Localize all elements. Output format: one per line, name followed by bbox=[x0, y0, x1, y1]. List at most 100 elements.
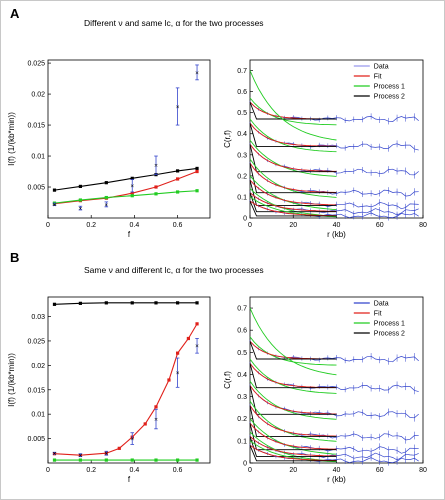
x-tick-label: 40 bbox=[333, 467, 341, 474]
y-tick-label: 0.3 bbox=[237, 152, 247, 159]
series-point bbox=[52, 302, 57, 306]
y-tick-label: 0.5 bbox=[237, 350, 247, 357]
fit-curve bbox=[249, 179, 337, 206]
x-axis-label: f bbox=[128, 475, 131, 484]
process-2-curve bbox=[249, 200, 337, 217]
x-axis-label: f bbox=[128, 230, 131, 239]
series-point bbox=[154, 301, 158, 305]
y-tick-label: 0.1 bbox=[237, 194, 247, 201]
series-point bbox=[176, 169, 180, 173]
fit-curve bbox=[249, 385, 337, 415]
y-tick-label: 0 bbox=[243, 461, 247, 468]
process-1-curve bbox=[249, 139, 337, 177]
process-1-curve bbox=[249, 358, 337, 394]
series-point bbox=[154, 185, 158, 189]
process-2-curve bbox=[249, 405, 337, 437]
series-point bbox=[176, 177, 180, 181]
data-point: × bbox=[104, 202, 108, 209]
series-point bbox=[104, 301, 108, 305]
process-2-curve bbox=[249, 192, 337, 213]
y-tick-label: 0 bbox=[243, 216, 247, 223]
y-axis-label: C(r,f) bbox=[223, 130, 232, 148]
y-tick-label: 0.7 bbox=[237, 68, 247, 75]
series-point bbox=[104, 195, 108, 200]
x-tick-label: 0.4 bbox=[130, 222, 140, 229]
series-point bbox=[154, 458, 158, 462]
series-point bbox=[143, 422, 147, 426]
x-tick-label: 0.2 bbox=[86, 467, 96, 474]
process-1-curve bbox=[249, 418, 337, 455]
data-point: × bbox=[154, 416, 158, 423]
series-point bbox=[117, 446, 121, 450]
x-tick-label: 60 bbox=[376, 467, 384, 474]
process-2-curve bbox=[249, 163, 337, 194]
x-tick-label: 0 bbox=[248, 467, 252, 474]
plot-frame bbox=[47, 59, 211, 219]
process-2-curve bbox=[249, 341, 337, 360]
series-point bbox=[154, 192, 158, 196]
series-point bbox=[52, 458, 57, 462]
process-1-curve bbox=[249, 380, 337, 420]
process-2-curve bbox=[249, 101, 337, 120]
series-point bbox=[130, 301, 134, 305]
data-point: × bbox=[130, 183, 134, 190]
data-point: × bbox=[79, 205, 83, 212]
y-tick-label: 0.6 bbox=[237, 328, 247, 335]
fit-curve bbox=[249, 192, 337, 212]
y-tick-label: 0.1 bbox=[237, 438, 247, 445]
y-tick-label: 0.015 bbox=[27, 123, 45, 130]
series-point bbox=[104, 458, 108, 462]
legend-label: Process 1 bbox=[374, 321, 405, 328]
legend-label: Fit bbox=[374, 74, 382, 81]
y-tick-label: 0.3 bbox=[237, 394, 247, 401]
series-point bbox=[186, 336, 190, 341]
y-tick-label: 0.025 bbox=[27, 61, 45, 68]
process-1-curve bbox=[249, 118, 337, 153]
x-tick-label: 80 bbox=[419, 222, 427, 229]
legend-label: Fit bbox=[374, 311, 382, 318]
x-tick-label: 0.4 bbox=[130, 467, 140, 474]
series-point bbox=[195, 169, 199, 174]
panel-letter-a: A bbox=[10, 6, 20, 21]
legend-label: Process 1 bbox=[374, 84, 405, 91]
series-point bbox=[195, 189, 199, 193]
data-point: × bbox=[195, 70, 199, 77]
series-point bbox=[130, 191, 134, 195]
x-tick-label: 0.6 bbox=[173, 467, 183, 474]
y-tick-label: 0.4 bbox=[237, 372, 247, 379]
fit-curve bbox=[249, 162, 337, 193]
y-tick-label: 0.005 bbox=[27, 185, 45, 192]
y-tick-label: 0.4 bbox=[237, 131, 247, 138]
data-point: × bbox=[176, 104, 180, 111]
process-2-curve bbox=[249, 363, 337, 389]
legend-label: Data bbox=[374, 301, 389, 308]
y-tick-label: 0.01 bbox=[31, 154, 45, 161]
data-point: × bbox=[195, 343, 199, 350]
data-curve bbox=[249, 405, 419, 441]
y-tick-label: 0.6 bbox=[237, 89, 247, 96]
fit-curve bbox=[249, 444, 337, 461]
series-point bbox=[52, 188, 57, 192]
process-1-curve bbox=[249, 158, 337, 198]
series-point bbox=[130, 176, 134, 180]
plot-frame bbox=[47, 296, 211, 464]
y-axis-label: C(r,f) bbox=[223, 371, 232, 389]
process-2-curve bbox=[249, 436, 337, 457]
series-point bbox=[195, 166, 199, 171]
y-tick-label: 0.2 bbox=[237, 173, 247, 180]
series-point bbox=[154, 405, 158, 409]
y-tick-label: 0.015 bbox=[27, 387, 45, 394]
series-point bbox=[176, 190, 180, 194]
x-tick-label: 80 bbox=[419, 467, 427, 474]
x-axis-label: r (kb) bbox=[327, 230, 346, 239]
x-tick-label: 0 bbox=[46, 467, 50, 474]
series-point bbox=[104, 181, 108, 185]
chart-a-left: 0 0.2 0.4 0.6 0.005 0.01 0.015 0.02 0.025 f I(f) (… bbox=[7, 59, 211, 239]
x-tick-label: 20 bbox=[289, 467, 297, 474]
fit-curve bbox=[249, 144, 337, 172]
series-point bbox=[176, 458, 180, 462]
process-1-curve bbox=[249, 97, 337, 126]
panel-letter-b: B bbox=[10, 250, 20, 265]
y-tick-label: 0.02 bbox=[31, 92, 45, 99]
